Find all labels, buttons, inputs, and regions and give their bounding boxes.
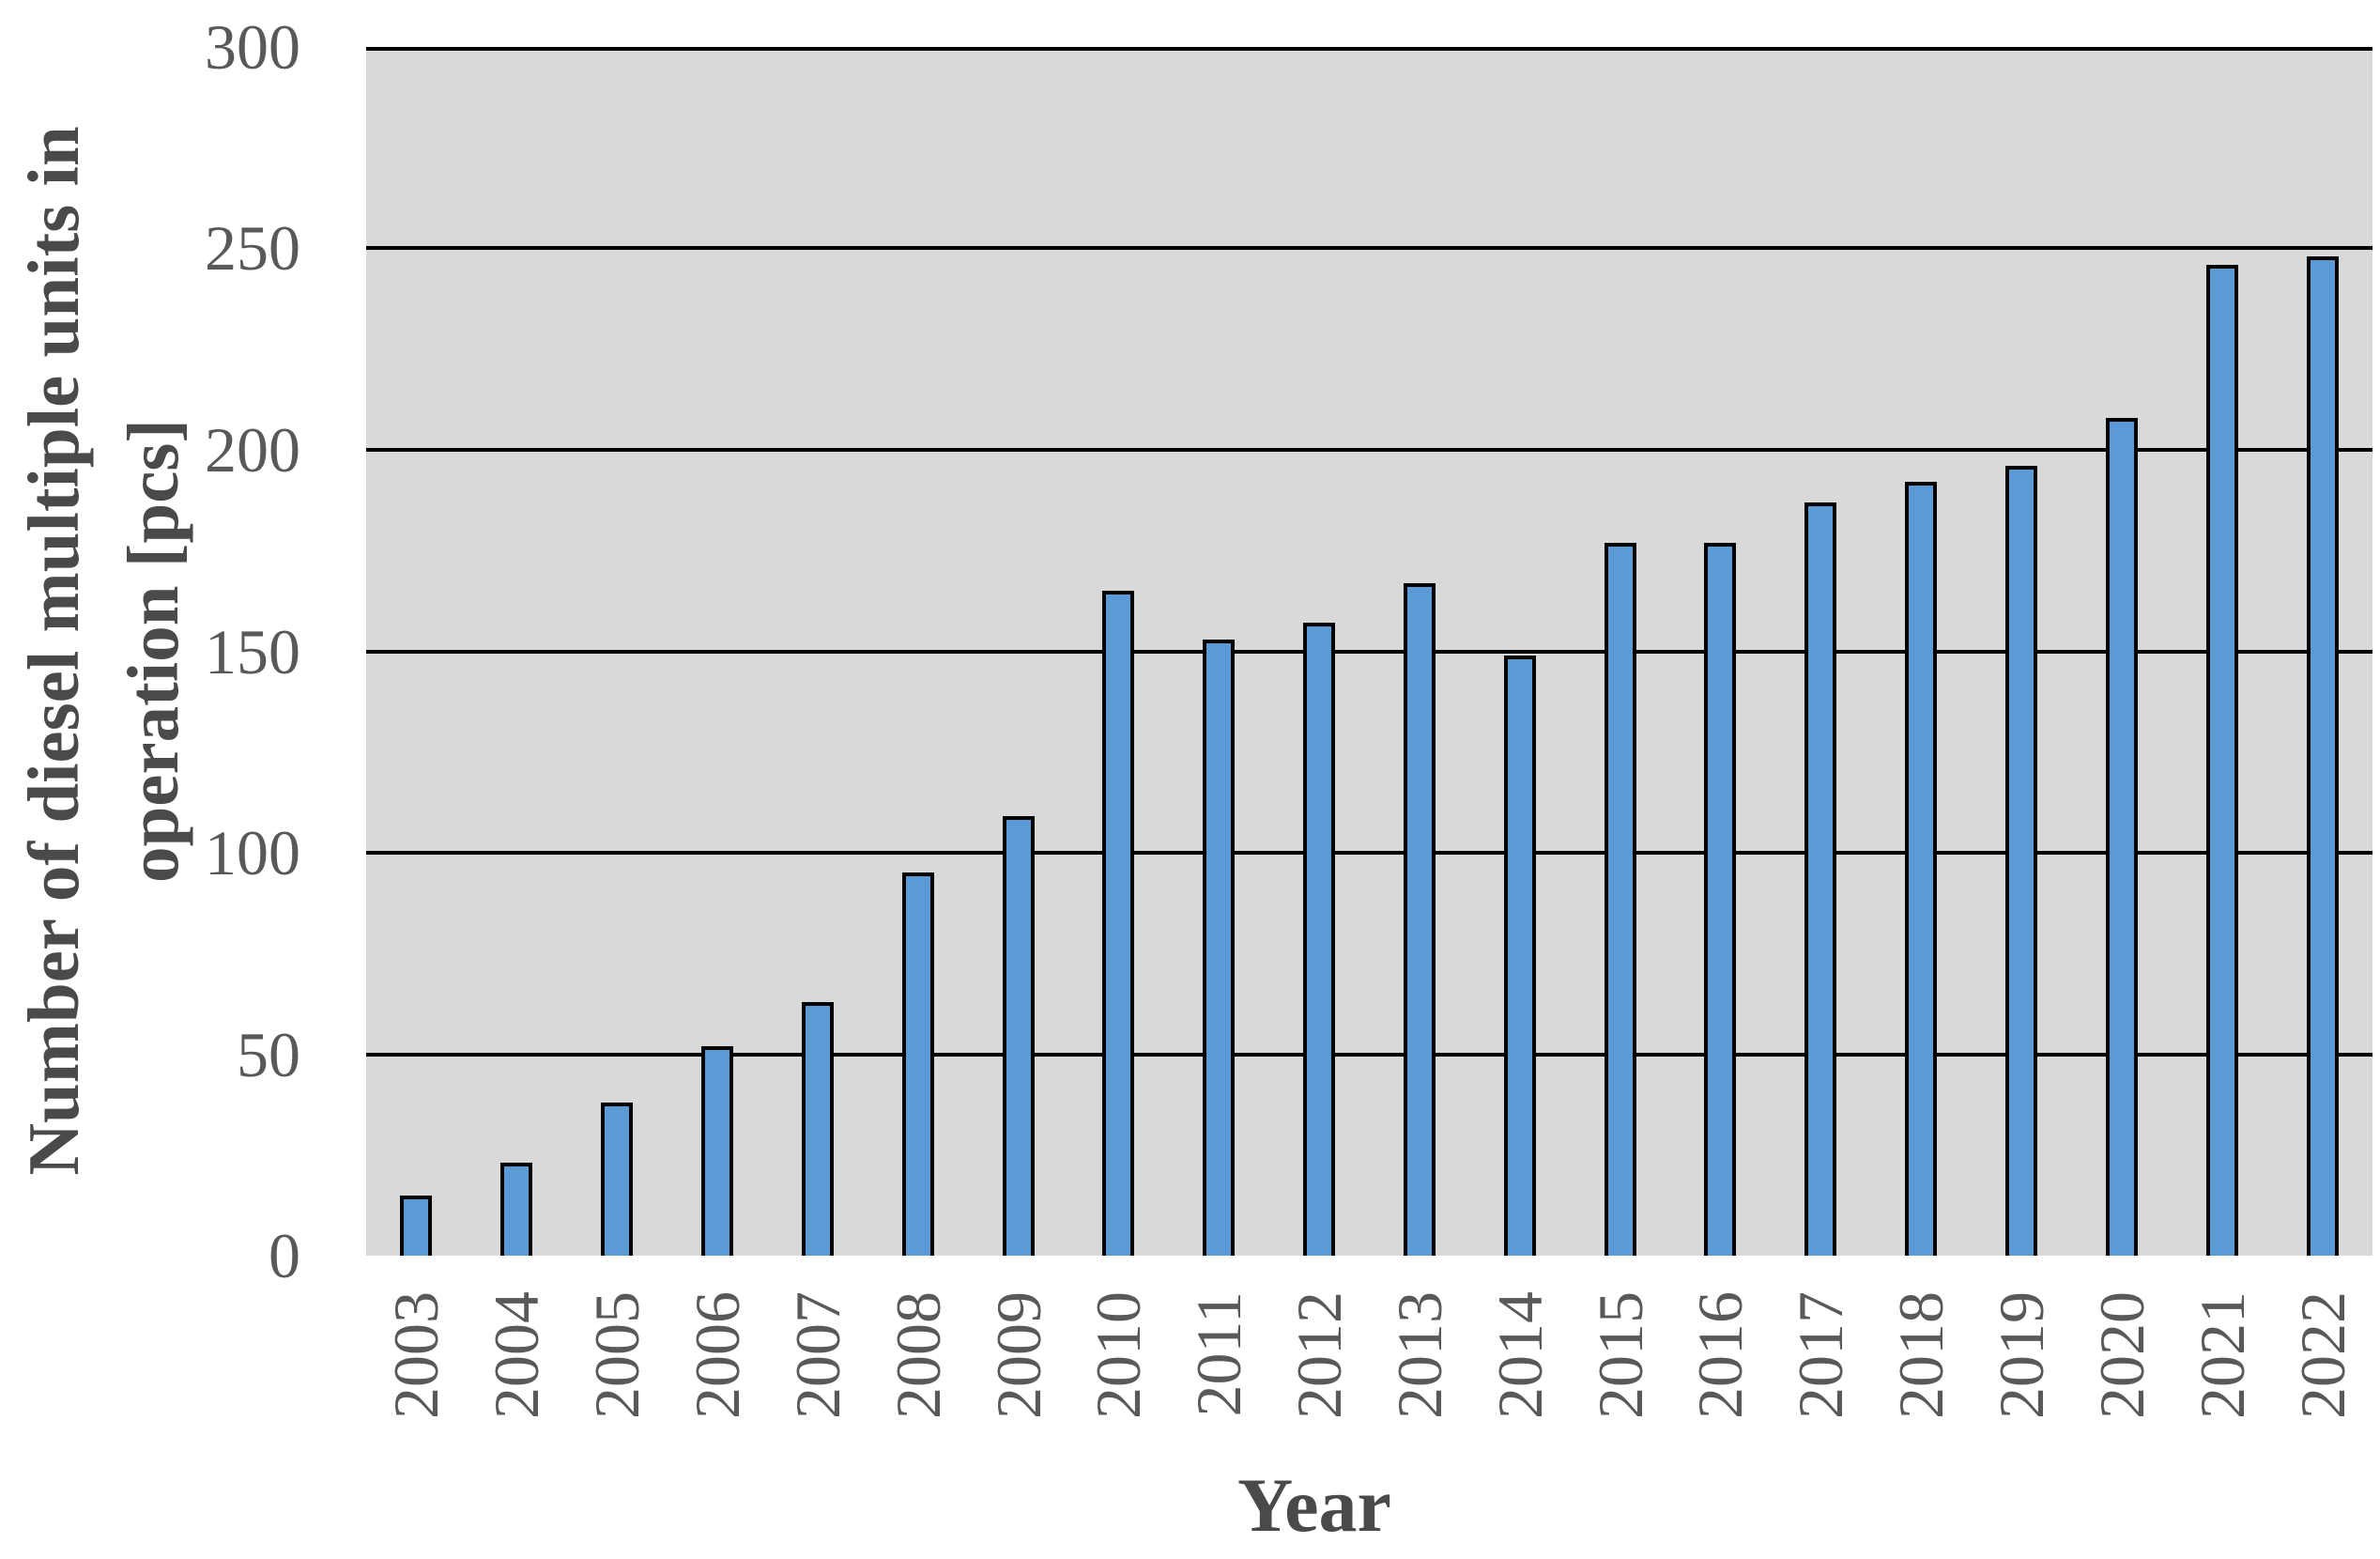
x-tick-label-2004: 2004 — [481, 1291, 552, 1419]
gridline-300 — [366, 47, 2372, 51]
bar-2012 — [1303, 623, 1335, 1256]
plot-area — [366, 47, 2372, 1256]
y-tick-label-300: 300 — [205, 11, 300, 83]
bar-2003 — [400, 1196, 432, 1256]
x-tick-label-2008: 2008 — [883, 1291, 954, 1419]
bar-2021 — [2206, 265, 2238, 1256]
y-tick-label-50: 50 — [237, 1019, 300, 1090]
bar-2017 — [1804, 502, 1836, 1256]
bar-2020 — [2106, 418, 2138, 1256]
bar-2008 — [902, 872, 934, 1256]
x-tick-label-2015: 2015 — [1585, 1291, 1656, 1419]
x-tick-label-2007: 2007 — [782, 1291, 853, 1419]
x-tick-label-2021: 2021 — [2187, 1291, 2258, 1419]
x-tick-label-2006: 2006 — [682, 1291, 753, 1419]
bar-2006 — [701, 1046, 733, 1256]
bar-2011 — [1203, 640, 1235, 1256]
x-tick-label-2013: 2013 — [1384, 1291, 1455, 1419]
y-tick-label-100: 100 — [205, 817, 300, 888]
gridline-200 — [366, 448, 2372, 452]
x-tick-label-2009: 2009 — [983, 1291, 1054, 1419]
bar-2019 — [2005, 466, 2037, 1256]
gridline-50 — [366, 1053, 2372, 1057]
bar-2016 — [1704, 543, 1736, 1256]
x-tick-label-2011: 2011 — [1183, 1291, 1254, 1417]
x-tick-label-2003: 2003 — [380, 1291, 452, 1419]
bar-2004 — [500, 1163, 532, 1256]
y-tick-label-250: 250 — [205, 212, 300, 284]
bar-2022 — [2307, 256, 2339, 1256]
bar-2015 — [1605, 543, 1636, 1256]
x-tick-label-2022: 2022 — [2287, 1291, 2358, 1419]
bar-2014 — [1504, 656, 1536, 1256]
bar-2009 — [1003, 816, 1035, 1256]
x-tick-label-2017: 2017 — [1785, 1291, 1856, 1419]
x-tick-label-2018: 2018 — [1885, 1291, 1957, 1419]
x-tick-label-2019: 2019 — [1986, 1291, 2057, 1419]
bar-2005 — [601, 1103, 633, 1256]
y-tick-label-200: 200 — [205, 414, 300, 486]
x-tick-label-2016: 2016 — [1684, 1291, 1756, 1419]
bar-2010 — [1102, 591, 1134, 1256]
gridline-150 — [366, 650, 2372, 654]
x-tick-label-2005: 2005 — [581, 1291, 653, 1419]
bar-2013 — [1404, 583, 1436, 1256]
y-tick-label-0: 0 — [269, 1220, 300, 1291]
gridline-250 — [366, 246, 2372, 250]
x-tick-label-2012: 2012 — [1283, 1291, 1355, 1419]
x-tick-label-2010: 2010 — [1083, 1291, 1154, 1419]
bar-2007 — [802, 1002, 834, 1256]
bar-2018 — [1905, 482, 1937, 1256]
y-tick-label-150: 150 — [205, 616, 300, 687]
x-tick-label-2014: 2014 — [1484, 1291, 1556, 1419]
x-axis-title: Year — [1237, 1462, 1391, 1548]
gridline-100 — [366, 851, 2372, 855]
x-tick-label-2020: 2020 — [2086, 1291, 2157, 1419]
